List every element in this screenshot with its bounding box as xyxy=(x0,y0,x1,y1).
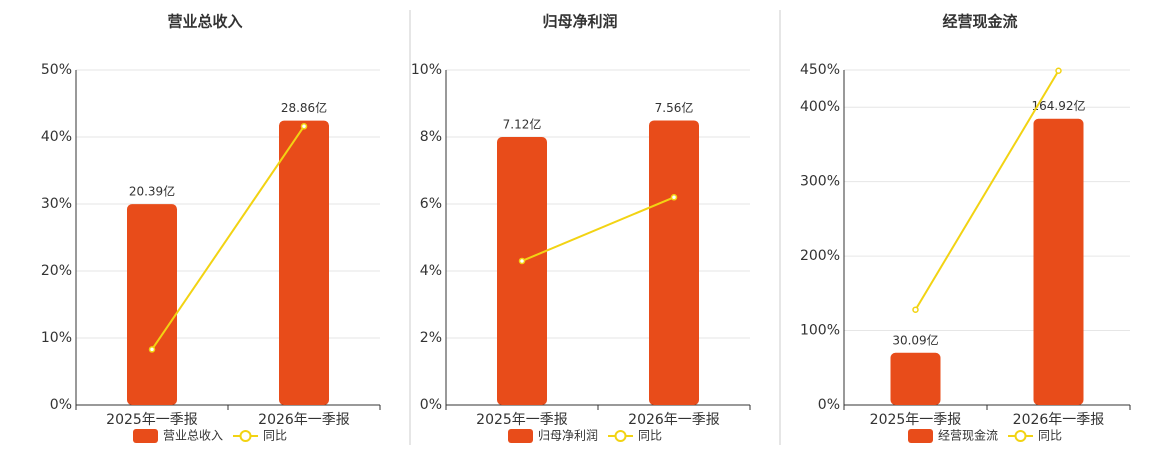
bar xyxy=(497,137,547,405)
chart-title: 营业总收入 xyxy=(167,13,242,31)
legend-label: 同比 xyxy=(1038,429,1062,443)
data-label: 20.39亿 xyxy=(129,184,175,199)
y-tick-label: 100% xyxy=(800,323,840,339)
y-tick-label: 400% xyxy=(800,99,840,115)
y-tick-label: 0% xyxy=(50,397,72,413)
chart-title: 经营现金流 xyxy=(942,13,1017,31)
x-tick-label: 2026年一季报 xyxy=(258,412,350,428)
legend-label: 归母净利润 xyxy=(538,429,598,443)
bar xyxy=(649,120,699,405)
y-tick-label: 30% xyxy=(41,196,72,212)
line xyxy=(914,70,1060,311)
bar xyxy=(279,120,329,406)
x-tick-label: 2026年一季报 xyxy=(1013,412,1105,428)
y-tick-label: 0% xyxy=(420,397,442,413)
legend-swatch xyxy=(133,429,158,443)
point xyxy=(1055,67,1062,74)
legend-swatch xyxy=(614,430,627,442)
data-label: 164.92亿 xyxy=(1032,98,1086,113)
point xyxy=(300,123,308,130)
y-tick-label: 10% xyxy=(41,330,72,346)
point xyxy=(670,194,678,201)
legend-swatch xyxy=(239,430,252,442)
y-tick-label: 6% xyxy=(420,196,442,212)
legend-label: 营业总收入 xyxy=(163,429,223,443)
bar xyxy=(127,204,177,405)
y-tick-label: 10% xyxy=(411,62,442,78)
y-tick-label: 300% xyxy=(800,174,840,190)
chart-title: 归母净利润 xyxy=(542,13,617,31)
line xyxy=(521,196,675,262)
data-label: 28.86亿 xyxy=(281,100,327,115)
legend-label: 同比 xyxy=(263,429,287,443)
x-tick-label: 2025年一季报 xyxy=(476,412,568,428)
data-label: 7.12亿 xyxy=(503,117,542,132)
legend-swatch xyxy=(908,429,933,443)
bar xyxy=(1033,118,1084,405)
y-tick-label: 2% xyxy=(420,330,442,346)
bar xyxy=(890,352,941,405)
y-tick-label: 200% xyxy=(800,248,840,264)
point xyxy=(912,306,919,313)
data-label: 30.09亿 xyxy=(892,332,938,347)
x-tick-label: 2025年一季报 xyxy=(106,412,198,428)
x-tick-label: 2025年一季报 xyxy=(870,412,962,428)
y-tick-label: 8% xyxy=(420,129,442,145)
y-tick-label: 40% xyxy=(41,129,72,145)
x-tick-label: 2026年一季报 xyxy=(628,412,720,428)
data-label: 7.56亿 xyxy=(655,100,694,115)
y-tick-label: 20% xyxy=(41,263,72,279)
legend-label: 经营现金流 xyxy=(938,428,998,443)
y-tick-label: 0% xyxy=(818,397,840,413)
legend-swatch xyxy=(508,429,533,443)
y-tick-label: 4% xyxy=(420,263,442,279)
legend-label: 同比 xyxy=(638,429,662,443)
legend-swatch xyxy=(1014,430,1027,442)
y-tick-label: 50% xyxy=(41,62,72,78)
y-tick-label: 450% xyxy=(800,62,840,78)
point xyxy=(518,257,526,265)
point xyxy=(148,346,156,353)
line xyxy=(151,125,305,350)
